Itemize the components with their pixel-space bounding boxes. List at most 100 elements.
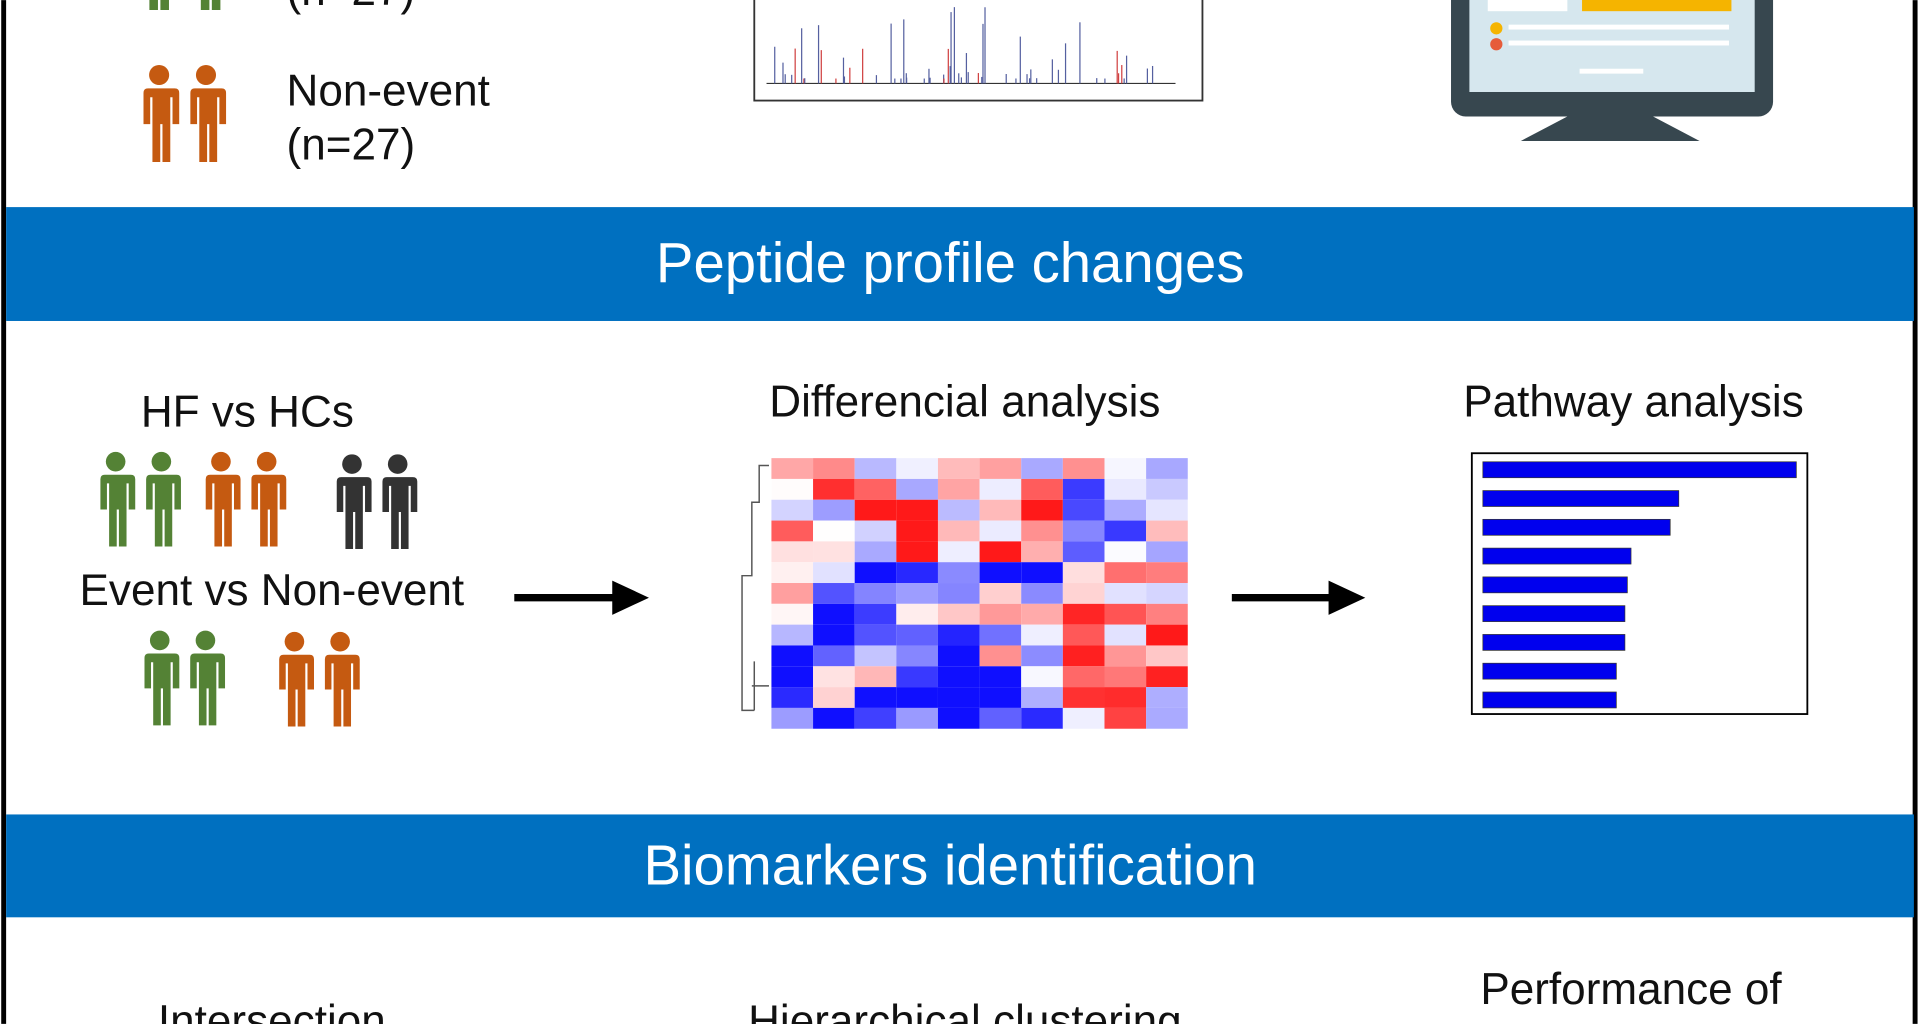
heatmap-cell <box>979 458 1022 479</box>
heatmap-cell <box>854 458 897 479</box>
heatmap-cell <box>896 541 938 563</box>
heatmap-cell <box>771 583 814 604</box>
heatmap-cell <box>1146 624 1188 646</box>
heatmap-cell <box>937 583 980 604</box>
heatmap-cell <box>854 583 897 604</box>
heatmap-cell <box>1021 583 1063 604</box>
heatmap-cell <box>896 666 938 688</box>
heatmap-cell <box>1104 541 1147 563</box>
heatmap-cell <box>979 583 1022 604</box>
heatmap-cell <box>1062 458 1105 479</box>
event-count: (n=27) <box>287 0 416 15</box>
heatmap-cell <box>979 687 1022 708</box>
heatmap-cell <box>1021 645 1063 667</box>
heatmap-cell <box>771 478 814 500</box>
heatmap-cell <box>1021 707 1063 729</box>
heatmap-cell <box>979 645 1022 667</box>
heatmap-cell <box>937 499 980 521</box>
arrow <box>1231 580 1366 615</box>
heatmap-cell <box>813 562 855 584</box>
heatmap-cell <box>896 458 938 479</box>
heatmap-cell <box>1146 541 1188 563</box>
heatmap-cell <box>896 603 938 625</box>
heatmap-icon <box>741 458 1188 729</box>
heatmap-cell <box>854 541 897 563</box>
heatmap-cell <box>979 520 1022 542</box>
heatmap-cell <box>854 624 897 646</box>
heatmap-cell <box>771 499 814 521</box>
heatmap-cell <box>1062 541 1105 563</box>
heatmap-cell <box>1146 687 1188 708</box>
heatmap-cell <box>1104 603 1147 625</box>
heatmap-cell <box>1021 562 1063 584</box>
step-label: Performance of <box>1480 965 1782 1014</box>
step-label: Differencial analysis <box>769 377 1160 426</box>
heatmap-cell <box>896 645 938 667</box>
nonevent-label: Non-event <box>287 66 490 115</box>
heatmap-cell <box>813 645 855 667</box>
heatmap-cell <box>1062 603 1105 625</box>
heatmap-cell <box>979 624 1022 646</box>
heatmap-cell <box>937 645 980 667</box>
heatmap-cell <box>813 707 855 729</box>
heatmap-cell <box>771 624 814 646</box>
heatmap-cell <box>854 478 897 500</box>
heatmap-cell <box>1062 624 1105 646</box>
heatmap-cell <box>854 666 897 688</box>
heatmap-cell <box>896 624 938 646</box>
heatmap-cell <box>771 541 814 563</box>
heatmap-cell <box>813 687 855 708</box>
heatmap-cell <box>1021 687 1063 708</box>
heatmap-cell <box>937 478 980 500</box>
heatmap-cell <box>771 562 814 584</box>
heatmap-cell <box>979 707 1022 729</box>
section-band <box>6 207 1914 321</box>
pathway-bar <box>1482 518 1671 536</box>
heatmap-cell <box>813 624 855 646</box>
heatmap-cell <box>1021 666 1063 688</box>
heatmap-cell <box>854 645 897 667</box>
heatmap-cell <box>813 499 855 521</box>
heatmap-cell <box>896 707 938 729</box>
heatmap-cell <box>896 478 938 500</box>
heatmap-cell <box>896 499 938 521</box>
heatmap-cell <box>896 520 938 542</box>
heatmap-cell <box>1146 583 1188 604</box>
heatmap-cell <box>1062 687 1105 708</box>
heatmap-cell <box>771 666 814 688</box>
heatmap-cell <box>1146 666 1188 688</box>
heatmap-cell <box>813 603 855 625</box>
heatmap-cell <box>1021 520 1063 542</box>
heatmap-cell <box>1104 624 1147 646</box>
heatmap-cell <box>979 666 1022 688</box>
heatmap-cell <box>813 520 855 542</box>
section-title: Biomarkers identification <box>643 833 1256 896</box>
heatmap-cell <box>1062 645 1105 667</box>
pathway-bar <box>1482 634 1626 651</box>
heatmap-cell <box>1104 458 1147 479</box>
heatmap-cell <box>896 583 938 604</box>
heatmap-cell <box>1062 520 1105 542</box>
heatmap-cell <box>1146 478 1188 500</box>
heatmap-cell <box>896 687 938 708</box>
heatmap-cell <box>854 520 897 542</box>
pathway-icon <box>1470 452 1809 715</box>
heatmap-cell <box>979 562 1022 584</box>
heatmap-cell <box>979 478 1022 500</box>
pathway-bar <box>1482 662 1617 680</box>
heatmap-cell <box>1021 603 1063 625</box>
heatmap-cell <box>979 499 1022 521</box>
heatmap-cell <box>1104 520 1147 542</box>
heatmap-cell <box>854 687 897 708</box>
heatmap-cell <box>813 666 855 688</box>
heatmap-cell <box>813 458 855 479</box>
heatmap-cell <box>771 687 814 708</box>
heatmap-cell <box>854 499 897 521</box>
heatmap-cell <box>1104 562 1147 584</box>
comparison-label: Event vs Non-event <box>80 566 465 615</box>
step-label: Intersection <box>158 997 386 1024</box>
heatmap-cell <box>813 478 855 500</box>
heatmap-cell <box>854 707 897 729</box>
heatmap-cell <box>854 562 897 584</box>
pathway-bar <box>1482 547 1632 565</box>
